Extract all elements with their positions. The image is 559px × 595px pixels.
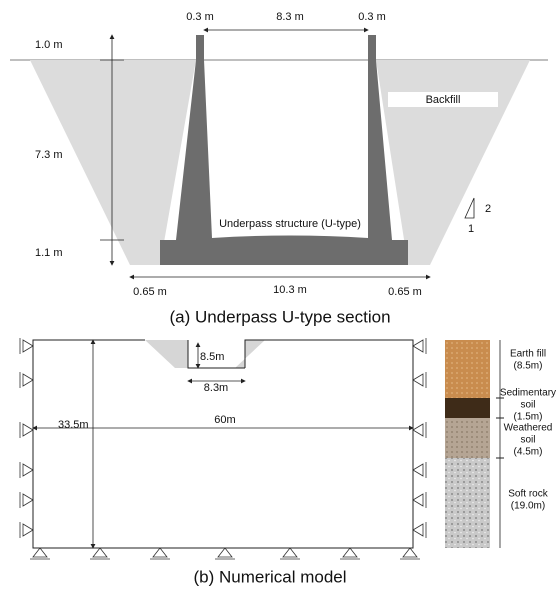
roller-support xyxy=(20,492,33,508)
layer-label: (1.5m) xyxy=(514,412,543,423)
roller-support xyxy=(20,372,33,388)
dim-label: 10.3 m xyxy=(273,284,307,296)
dim-label: 0.65 m xyxy=(388,286,422,298)
roller-support xyxy=(413,338,426,354)
structure-label: Underpass structure (U-type) xyxy=(219,218,361,230)
slope-label: 1 xyxy=(468,223,474,235)
dim-label: 33.5m xyxy=(58,419,89,431)
u-structure xyxy=(160,35,408,265)
layer-earth-fill xyxy=(445,340,490,398)
pin-support xyxy=(215,548,235,559)
dim-label: 7.3 m xyxy=(35,149,63,161)
roller-support xyxy=(20,338,33,354)
layer-weathered xyxy=(445,418,490,458)
pin-support xyxy=(400,548,420,559)
dim-label: 1.0 m xyxy=(35,39,63,51)
roller-support xyxy=(413,462,426,478)
model-boundary xyxy=(33,340,413,548)
layer-label: Weathered xyxy=(504,423,553,434)
pin-support xyxy=(90,548,110,559)
layer-label: (19.0m) xyxy=(511,501,545,512)
backfill-right xyxy=(376,60,530,265)
dim-label: 0.65 m xyxy=(133,286,167,298)
pin-support xyxy=(280,548,300,559)
roller-support xyxy=(413,372,426,388)
roller-support xyxy=(20,462,33,478)
figure: Backfill Underpass structure (U-type) 0.… xyxy=(0,0,559,590)
roller-support xyxy=(413,422,426,438)
layer-label: (4.5m) xyxy=(514,447,543,458)
layer-sedimentary xyxy=(445,398,490,418)
backfill-label: Backfill xyxy=(426,94,461,106)
caption: (b) Numerical model xyxy=(193,567,346,586)
dim-label: 0.3 m xyxy=(186,11,214,23)
roller-support xyxy=(20,522,33,538)
layer-label: Sedimentary xyxy=(500,388,556,399)
layer-label: soil xyxy=(520,400,535,411)
section-panel: Backfill Underpass structure (U-type) 0.… xyxy=(10,11,548,327)
dim-label: 8.3m xyxy=(204,382,228,394)
dim-label: 8.3 m xyxy=(276,11,304,23)
backfill-left xyxy=(30,60,196,265)
slope-label: 2 xyxy=(485,203,491,215)
supports xyxy=(20,338,426,559)
dim-label: 1.1 m xyxy=(35,247,63,259)
layer-label: (8.5m) xyxy=(514,361,543,372)
pin-support xyxy=(340,548,360,559)
layer-soft-rock xyxy=(445,458,490,548)
layer-label: Earth fill xyxy=(510,349,546,360)
dim-label: 60m xyxy=(214,414,235,426)
roller-support xyxy=(20,422,33,438)
layer-label: soil xyxy=(520,435,535,446)
caption: (a) Underpass U-type section xyxy=(169,307,390,326)
dim-label: 0.3 m xyxy=(358,11,386,23)
roller-support xyxy=(413,492,426,508)
dim-label: 8.5m xyxy=(200,351,224,363)
pin-support xyxy=(150,548,170,559)
model-panel: 8.5m 8.3m 33.5m 60m Earth fill(8.5m) Sedi… xyxy=(20,338,556,586)
slope-triangle xyxy=(465,198,474,218)
roller-support xyxy=(413,522,426,538)
layer-labels: Earth fill(8.5m)Sedimentarysoil(1.5m)Wea… xyxy=(496,349,556,512)
layer-label: Soft rock xyxy=(508,489,548,500)
pin-support xyxy=(30,548,50,559)
